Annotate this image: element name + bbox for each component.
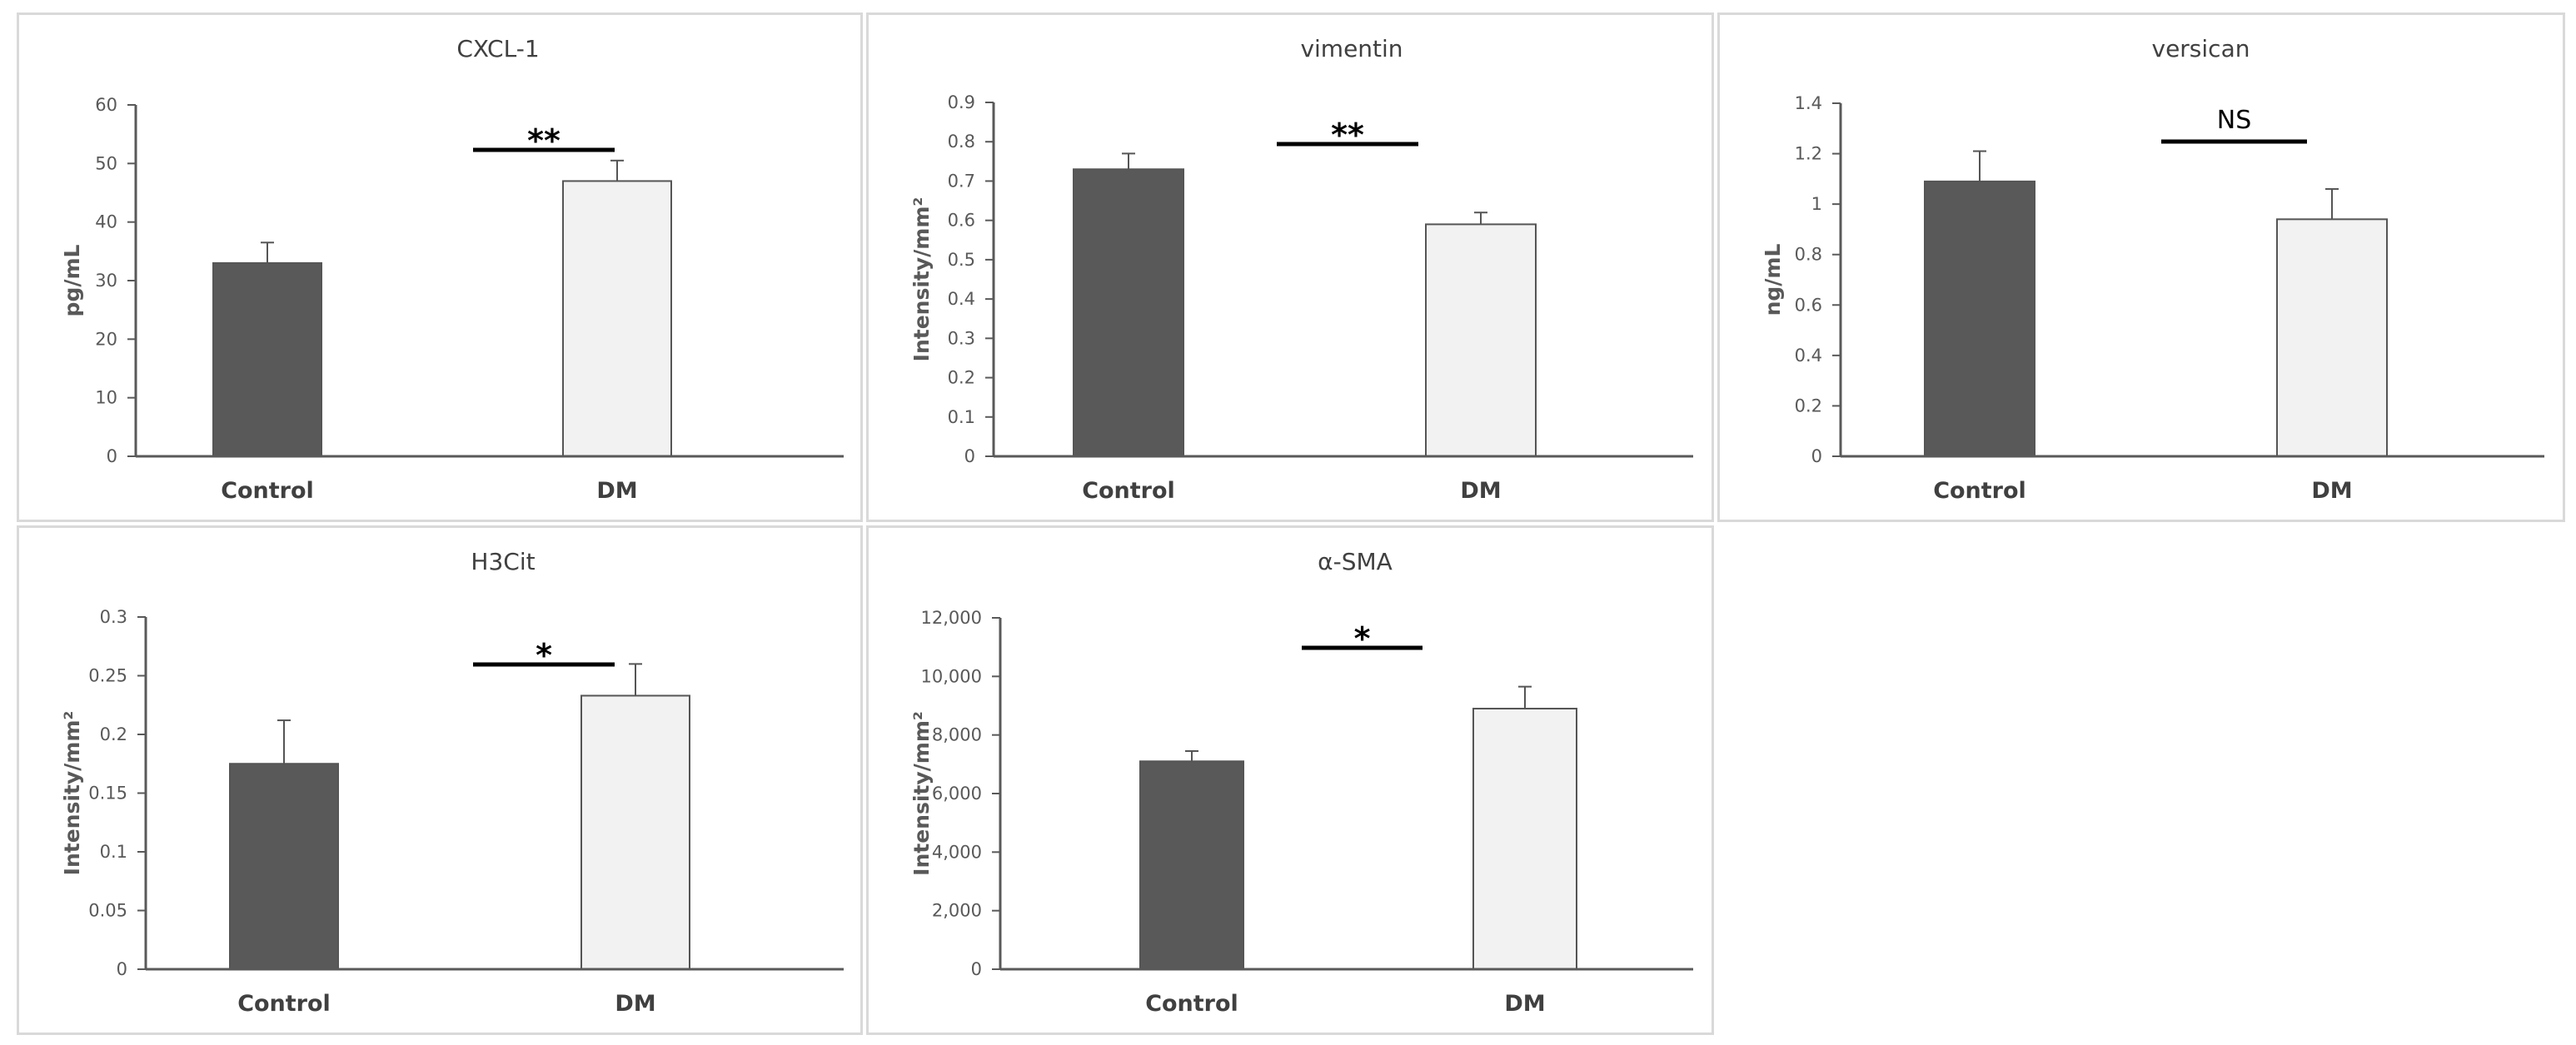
chart-title: CXCL-1 bbox=[456, 35, 539, 62]
bar-control bbox=[212, 261, 322, 457]
chart-panel-cxcl1: CXCL-1 pg/mL 0 10 20 30 40 50 60 Control DM ** bbox=[17, 12, 863, 522]
chart-title: α-SMA bbox=[1318, 548, 1393, 575]
y-axis-label: Intensity/mm² bbox=[909, 711, 934, 876]
y-tick-label: 10 bbox=[95, 388, 117, 408]
y-tick-label: 0.6 bbox=[1795, 295, 1822, 315]
x-category-label: DM bbox=[615, 991, 655, 1017]
bar-control bbox=[1924, 180, 2035, 457]
y-tick-label: 0.25 bbox=[88, 666, 127, 686]
y-tick-label: 0.9 bbox=[948, 92, 975, 112]
bar-control bbox=[1073, 168, 1184, 457]
y-tick-label: 0.6 bbox=[948, 211, 975, 231]
bar-dm bbox=[1425, 223, 1537, 457]
y-axis-label: pg/mL bbox=[60, 244, 84, 316]
significance-marker: ** bbox=[527, 122, 561, 159]
x-category-label: DM bbox=[2311, 478, 2352, 504]
chart-svg: CXCL-1 pg/mL 0 10 20 30 40 50 60 Control DM ** bbox=[60, 35, 844, 504]
y-tick-label: 0.7 bbox=[948, 171, 975, 191]
chart-panel-alpha-sma: α-SMA Intensity/mm² 0 2,000 4,000 6,000 8,000 1… bbox=[866, 525, 1714, 1035]
y-tick-label: 8,000 bbox=[932, 725, 982, 745]
y-tick-label: 0.5 bbox=[948, 250, 975, 270]
y-tick-label: 0.4 bbox=[948, 289, 975, 309]
y-tick-label: 1.2 bbox=[1795, 144, 1822, 164]
y-tick-label: 0.15 bbox=[88, 784, 127, 804]
chart-svg: H3Cit Intensity/mm² 0 0.05 0.1 0.15 0.2 0.25 0.3… bbox=[60, 548, 844, 1017]
chart-title: versican bbox=[2152, 35, 2250, 62]
chart-svg: α-SMA Intensity/mm² 0 2,000 4,000 6,000 8,000 1… bbox=[909, 548, 1693, 1017]
chart-title: H3Cit bbox=[471, 548, 535, 575]
y-tick-label: 0 bbox=[117, 959, 127, 979]
y-tick-label: 4,000 bbox=[932, 842, 982, 862]
y-tick-label: 0 bbox=[964, 446, 975, 466]
y-tick-label: 1 bbox=[1811, 194, 1822, 214]
y-tick-label: 0.1 bbox=[948, 407, 975, 427]
y-tick-label: 0.05 bbox=[88, 901, 127, 921]
chart-panel-vimentin: vimentin Intensity/mm² 0 0.1 0.2 0.3 0.4 0.5 0.6… bbox=[866, 12, 1714, 522]
y-axis-label: ng/mL bbox=[1761, 244, 1785, 316]
y-axis-label: Intensity/mm² bbox=[60, 711, 84, 876]
chart-panel-h3cit: H3Cit Intensity/mm² 0 0.05 0.1 0.15 0.2 0.25 0.3… bbox=[17, 525, 863, 1035]
x-category-label: DM bbox=[1504, 991, 1545, 1017]
y-tick-label: 60 bbox=[95, 95, 117, 115]
y-tick-label: 30 bbox=[95, 271, 117, 291]
y-tick-label: 0.3 bbox=[100, 607, 127, 627]
y-tick-label: 20 bbox=[95, 329, 117, 349]
significance-marker: * bbox=[536, 637, 552, 674]
y-tick-label: 0.2 bbox=[1795, 396, 1822, 416]
y-axis-label: Intensity/mm² bbox=[909, 197, 934, 362]
chart-svg: vimentin Intensity/mm² 0 0.1 0.2 0.3 0.4 0.5 0.6… bbox=[909, 35, 1693, 504]
y-tick-label: 10,000 bbox=[921, 666, 982, 686]
y-tick-label: 12,000 bbox=[921, 608, 982, 628]
significance-marker: * bbox=[1354, 620, 1371, 657]
y-tick-label: 1.4 bbox=[1795, 93, 1822, 113]
x-category-label: Control bbox=[1145, 991, 1238, 1017]
chart-panel-versican: versican ng/mL 0 0.2 0.4 0.6 0.8 1 1.2 1.4 Control… bbox=[1717, 12, 2565, 522]
x-category-label: DM bbox=[596, 478, 637, 504]
x-category-label: Control bbox=[221, 478, 314, 504]
y-tick-label: 0.8 bbox=[948, 132, 975, 152]
x-category-label: DM bbox=[1460, 478, 1501, 504]
bar-control bbox=[229, 763, 339, 970]
y-tick-label: 0 bbox=[107, 446, 117, 466]
bar-dm bbox=[1472, 708, 1577, 970]
y-tick-label: 0 bbox=[1811, 446, 1822, 466]
y-tick-label: 0.8 bbox=[1795, 245, 1822, 265]
y-tick-label: 0.2 bbox=[948, 368, 975, 388]
x-category-label: Control bbox=[1082, 478, 1175, 504]
y-tick-label: 6,000 bbox=[932, 784, 982, 804]
y-tick-label: 50 bbox=[95, 153, 117, 173]
bar-dm bbox=[580, 694, 690, 970]
bar-dm bbox=[2276, 218, 2388, 457]
x-category-label: Control bbox=[1933, 478, 2026, 504]
bar-control bbox=[1139, 760, 1244, 971]
bar-dm bbox=[562, 180, 672, 458]
significance-marker: NS bbox=[2217, 106, 2251, 135]
x-category-label: Control bbox=[237, 991, 331, 1017]
y-tick-label: 0.2 bbox=[100, 724, 127, 744]
y-tick-label: 40 bbox=[95, 212, 117, 232]
y-tick-label: 0 bbox=[971, 959, 982, 979]
chart-svg: versican ng/mL 0 0.2 0.4 0.6 0.8 1 1.2 1.4 Control… bbox=[1761, 35, 2544, 504]
y-tick-label: 0.3 bbox=[948, 328, 975, 348]
chart-title: vimentin bbox=[1300, 35, 1403, 62]
y-tick-label: 2,000 bbox=[932, 901, 982, 921]
y-tick-label: 0.1 bbox=[100, 842, 127, 862]
y-tick-label: 0.4 bbox=[1795, 346, 1822, 366]
significance-marker: ** bbox=[1331, 117, 1364, 153]
